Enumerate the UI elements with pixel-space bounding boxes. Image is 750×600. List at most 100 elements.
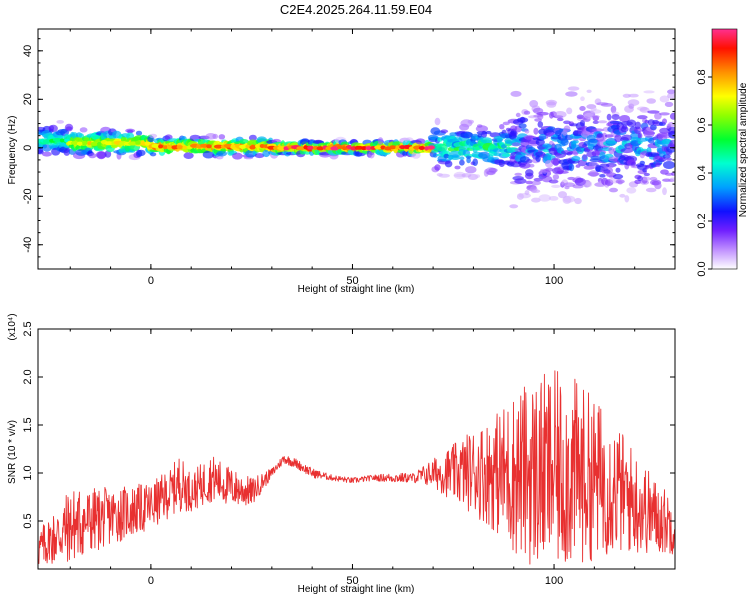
y-tick-label: -40	[22, 237, 34, 253]
heat-cell	[655, 162, 661, 167]
y-tick-label: 0	[22, 145, 34, 151]
heat-cell	[464, 132, 474, 138]
heat-cell	[669, 139, 675, 147]
spectrogram-panel: 0 50 100 -40 -20 0 20 40 Height of straight lin…	[7, 28, 676, 295]
heat-cell	[465, 166, 477, 174]
heat-cell	[537, 121, 544, 128]
heat-cell	[626, 119, 637, 127]
heat-cell	[624, 195, 630, 203]
y-tick-label: 40	[22, 45, 34, 57]
snr-yscale-label: (x10⁴)	[7, 313, 18, 340]
y-tick-label: 0.5	[22, 513, 34, 528]
heat-cell	[566, 107, 573, 115]
heat-cell	[608, 164, 614, 169]
heat-core-cell	[296, 146, 306, 151]
heat-core-cell	[365, 146, 372, 151]
heat-cell	[645, 187, 657, 193]
heat-cell	[637, 132, 643, 139]
heat-cell	[617, 180, 623, 185]
heat-cell	[662, 118, 667, 124]
y-tick-label: 2.5	[22, 321, 34, 336]
heat-cell	[434, 117, 441, 126]
heat-cell	[514, 178, 527, 184]
heat-cell	[104, 150, 112, 158]
colorbar-tick-label: 0.8	[696, 69, 708, 84]
y-tick-label: 20	[22, 93, 34, 105]
heat-cell	[480, 137, 493, 144]
heat-cell	[612, 173, 624, 180]
x-tick-label: 50	[346, 275, 358, 287]
heat-cell	[590, 109, 602, 114]
heat-cell	[556, 170, 569, 174]
heat-cell	[643, 90, 655, 94]
heat-core-cell	[418, 146, 425, 150]
heat-cell	[499, 124, 505, 130]
heat-cell	[536, 111, 549, 116]
heat-cell	[599, 174, 606, 178]
heat-cell	[606, 113, 612, 121]
heat-cell	[582, 154, 588, 161]
heat-cell	[514, 172, 522, 176]
heat-cell	[588, 170, 599, 178]
heat-core-cell	[213, 144, 224, 149]
heat-core-cell	[158, 144, 164, 149]
heat-core-cell	[82, 140, 88, 145]
heat-cell	[533, 177, 543, 182]
heat-cell	[136, 149, 146, 157]
heat-core-cell	[330, 146, 340, 151]
heat-cell	[565, 91, 578, 97]
heat-cell	[667, 126, 675, 133]
heat-cell	[574, 197, 582, 205]
heat-core-cell	[259, 144, 265, 148]
heat-core-cell	[90, 141, 99, 146]
heat-core-cell	[162, 145, 168, 150]
heat-core-cell	[337, 145, 343, 150]
heat-cell	[637, 175, 643, 182]
y-tick-label: 1.0	[22, 465, 34, 480]
heat-core-cell	[104, 141, 114, 146]
heat-cell	[239, 139, 249, 145]
heat-cell	[600, 103, 614, 107]
heat-cell	[634, 121, 642, 130]
heat-cell	[232, 152, 243, 160]
heat-cell	[202, 150, 215, 159]
heat-cell	[459, 156, 465, 161]
heat-cell	[545, 99, 558, 106]
heat-cell	[531, 197, 541, 203]
heat-cell	[580, 120, 585, 127]
heat-cell	[611, 114, 620, 120]
colorbar: 0.0 0.2 0.4 0.6 0.8 Normalized spectral ampl…	[696, 28, 749, 277]
x-tick-label: 0	[148, 275, 154, 287]
snr-ticks: 0 50 100 0.5 1.0 1.5 2.0 2.5	[22, 321, 676, 587]
heat-cell	[64, 123, 74, 132]
colorbar-tick-label: 0.0	[696, 261, 708, 276]
heat-cell	[515, 112, 521, 118]
heat-cell	[474, 174, 481, 179]
heat-cell	[639, 107, 650, 113]
heat-cell	[608, 146, 615, 155]
heat-cell	[548, 196, 559, 201]
heat-core-cell	[277, 146, 286, 151]
x-tick-label: 100	[545, 575, 563, 587]
heat-cell	[668, 121, 675, 128]
heat-cell	[78, 133, 85, 139]
heat-cell	[531, 189, 541, 193]
heat-cell	[552, 174, 560, 180]
heat-cell	[183, 152, 194, 160]
heat-cell	[626, 187, 637, 194]
heat-cell	[488, 167, 498, 173]
heat-cell	[563, 125, 571, 132]
heat-cell	[592, 120, 599, 125]
heat-cell	[551, 184, 561, 188]
heat-cell	[664, 101, 674, 107]
colorbar-gradient	[711, 28, 738, 270]
heat-cell	[567, 86, 580, 91]
figure-title: C2E4.2025.264.11.59.E04	[280, 2, 432, 17]
heat-core-cell	[135, 140, 141, 145]
heat-cell	[451, 154, 459, 158]
heat-core-cell	[316, 146, 324, 151]
heat-cell	[579, 106, 586, 111]
heat-cell	[634, 126, 642, 135]
snr-ylabel: SNR (10 * v/v)	[7, 420, 18, 484]
